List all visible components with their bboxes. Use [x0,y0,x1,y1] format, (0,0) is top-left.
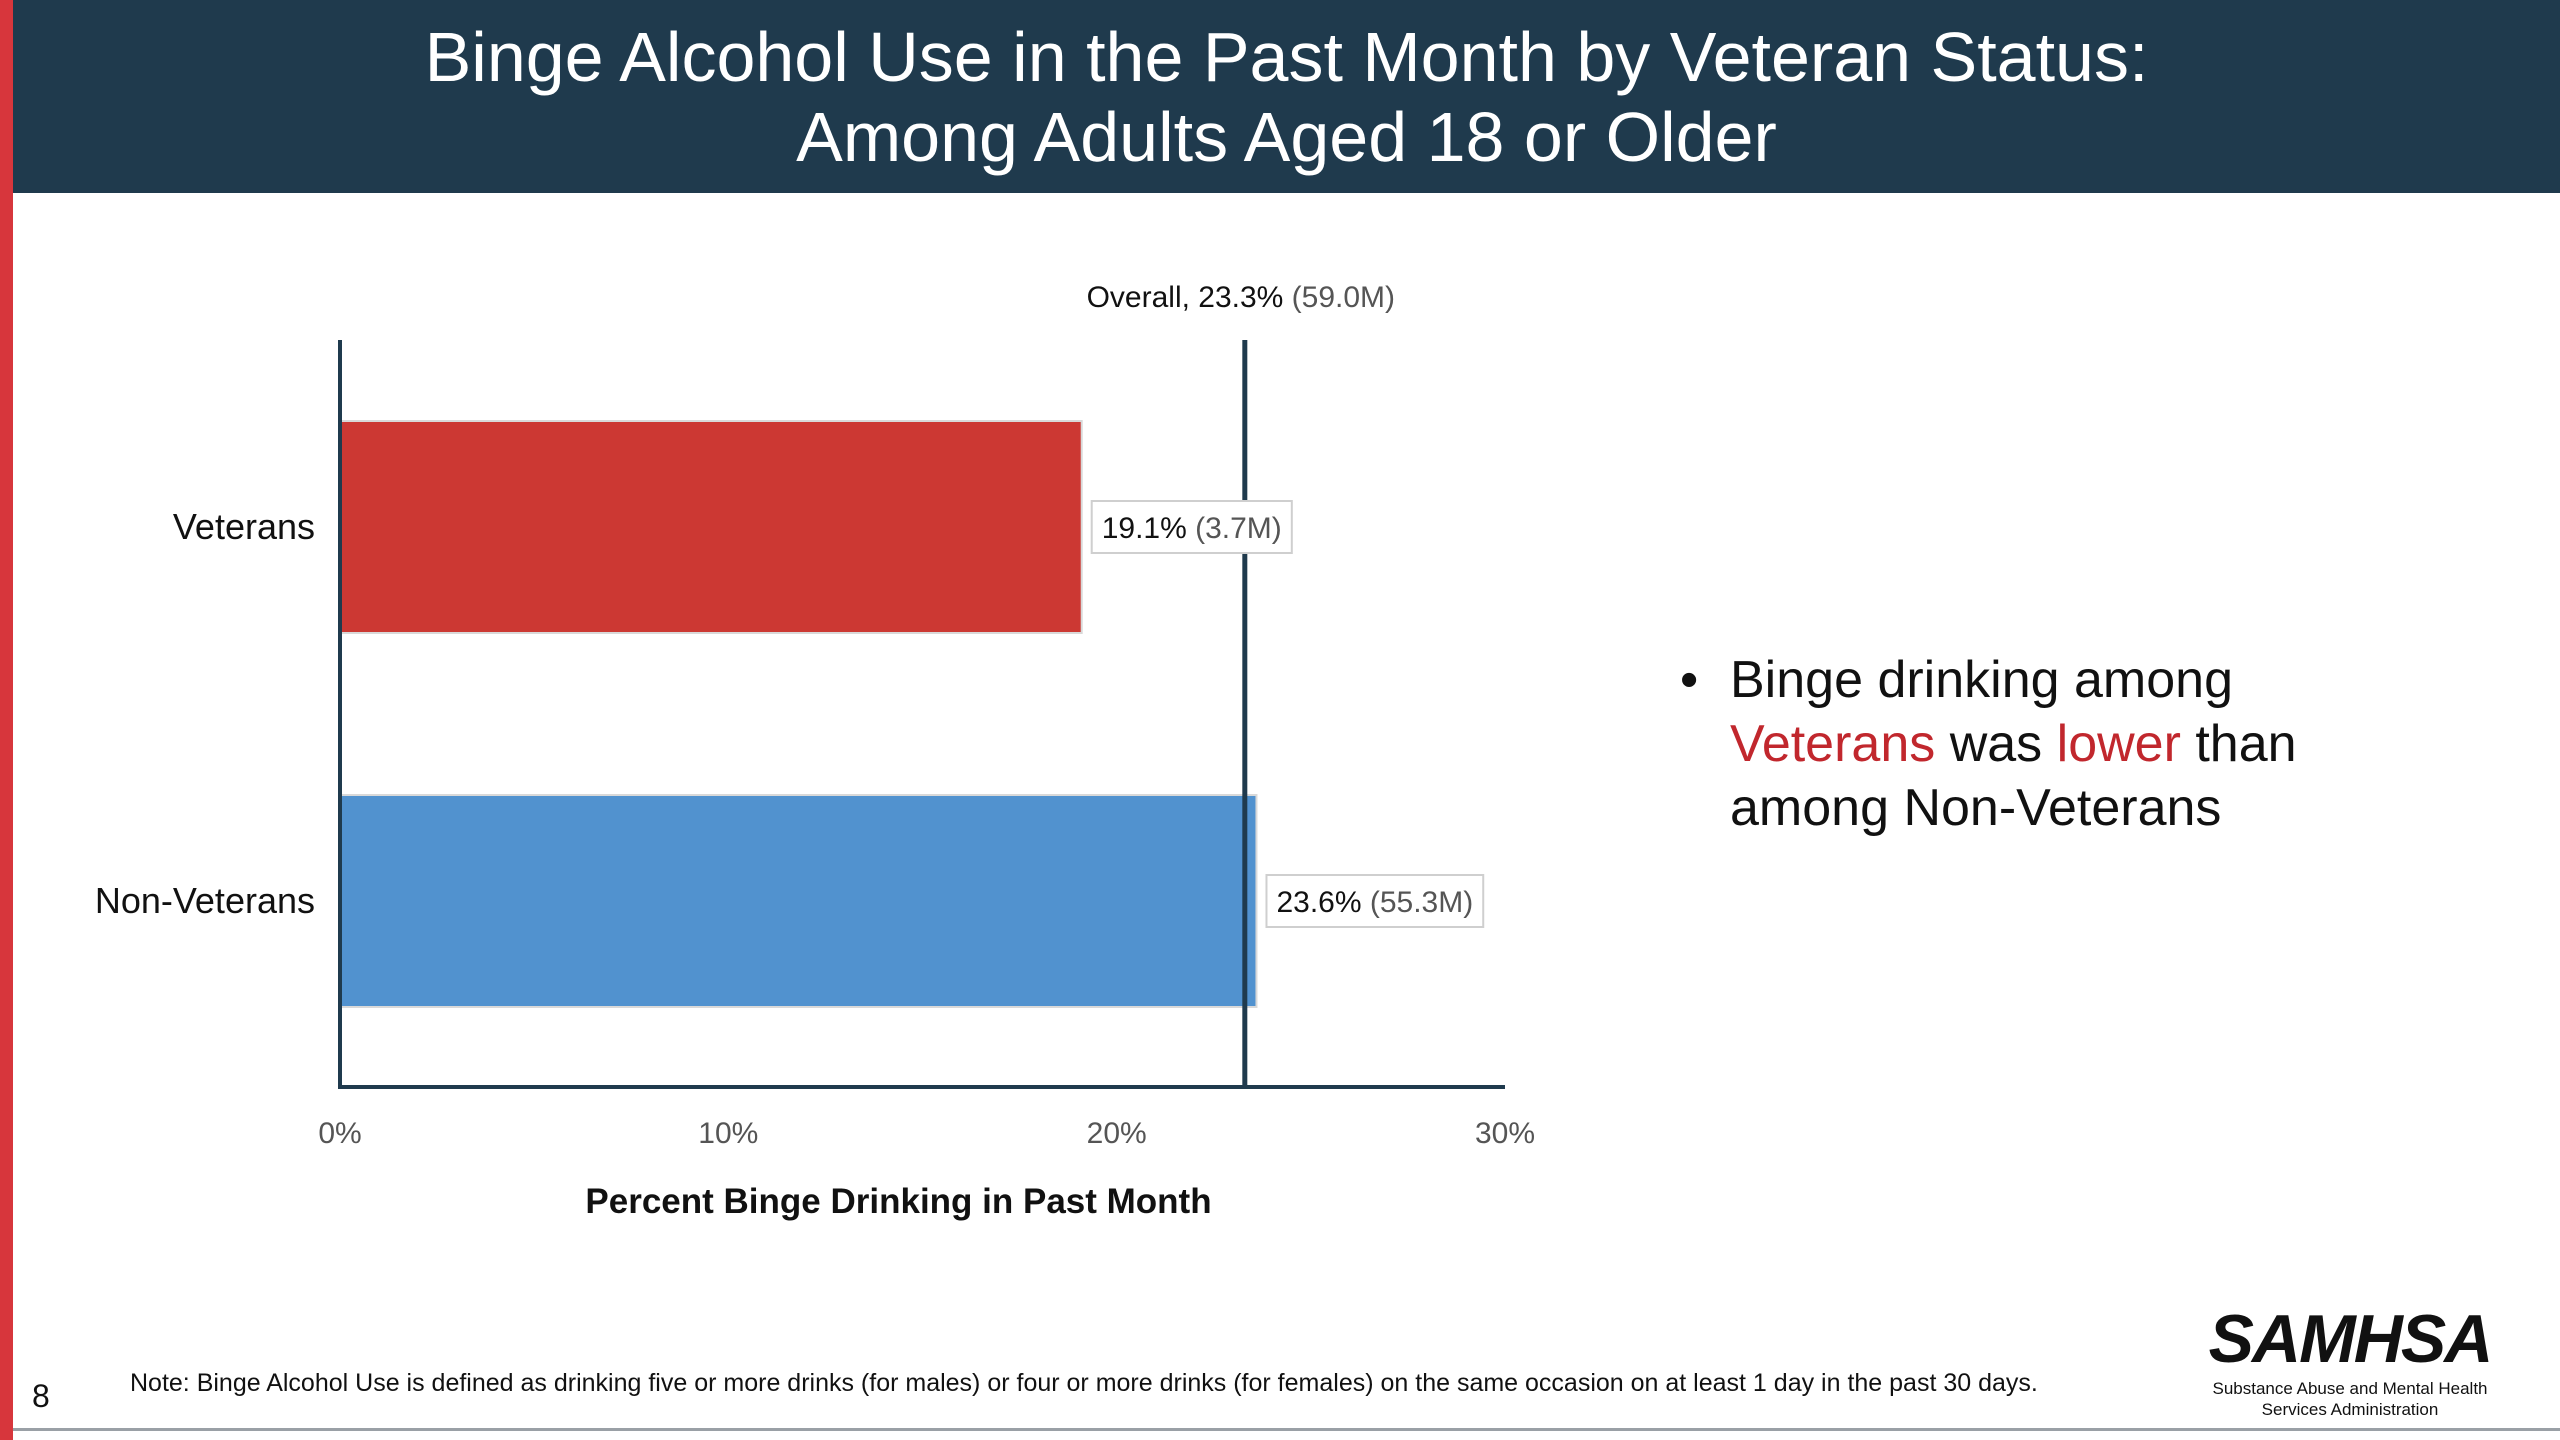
data-label-count: (3.7M) [1195,512,1282,545]
logo-wordmark: SAMHSA [2208,1301,2494,1377]
bar-veterans [339,420,1083,634]
data-label-box [1265,874,1485,928]
callout-part-3: than among Non-Veterans [1730,715,2297,837]
bar-non-veterans [339,794,1258,1008]
data-label: 23.6% (55.3M) [1276,886,1473,919]
data-label: 19.1% (3.7M) [1102,512,1282,545]
category-label: Veterans [173,506,315,547]
logo-subtitle: Substance Abuse and Mental Health Servic… [2212,1379,2488,1419]
overall-reference-value: Overall, 23.3% [1087,281,1292,314]
slide-title: Binge Alcohol Use in the Past Month by V… [424,17,2149,176]
callout-sentence: Binge drinking among Veterans was lower … [1730,648,2400,840]
footnote: Note: Binge Alcohol Use is defined as dr… [130,1369,2038,1397]
overall-reference-label: Overall, 23.3% (59.0M) [1087,281,1395,314]
page-number: 8 [32,1378,50,1414]
data-label-count: (55.3M) [1370,886,1473,919]
data-label-box [1090,500,1293,554]
callout-highlight-veterans: Veterans [1730,715,1936,773]
callout-text: • Binge drinking among Veterans was lowe… [1680,648,2400,840]
x-tick-label: 0% [318,1117,361,1150]
x-axis-title: Percent Binge Drinking in Past Month [585,1182,1211,1221]
callout-part-1: Binge drinking among [1730,651,2233,709]
x-tick-label: 20% [1087,1117,1147,1150]
callout-highlight-lower: lower [2056,715,2181,773]
x-tick-label: 30% [1475,1117,1535,1150]
bullet-icon: • [1680,651,1699,709]
chart-svg: Veterans Non-Veterans Overall, 23.3% (59.0… [95,281,1535,1221]
title-bar: Binge Alcohol Use in the Past Month by V… [13,0,2560,193]
data-label-value: 23.6% [1276,886,1369,919]
overall-reference-count: (59.0M) [1292,281,1395,314]
left-accent-bar [0,0,13,1440]
samhsa-logo: SAMHSA Substance Abuse and Mental Health… [2200,1300,2500,1420]
data-label-value: 19.1% [1102,512,1195,545]
bottom-divider [13,1428,2560,1431]
bar-chart: Veterans Non-Veterans Overall, 23.3% (59.0… [0,193,1600,1293]
callout-part-2: was [1935,715,2057,773]
x-tick-label: 10% [698,1117,758,1150]
category-label: Non-Veterans [95,880,315,921]
